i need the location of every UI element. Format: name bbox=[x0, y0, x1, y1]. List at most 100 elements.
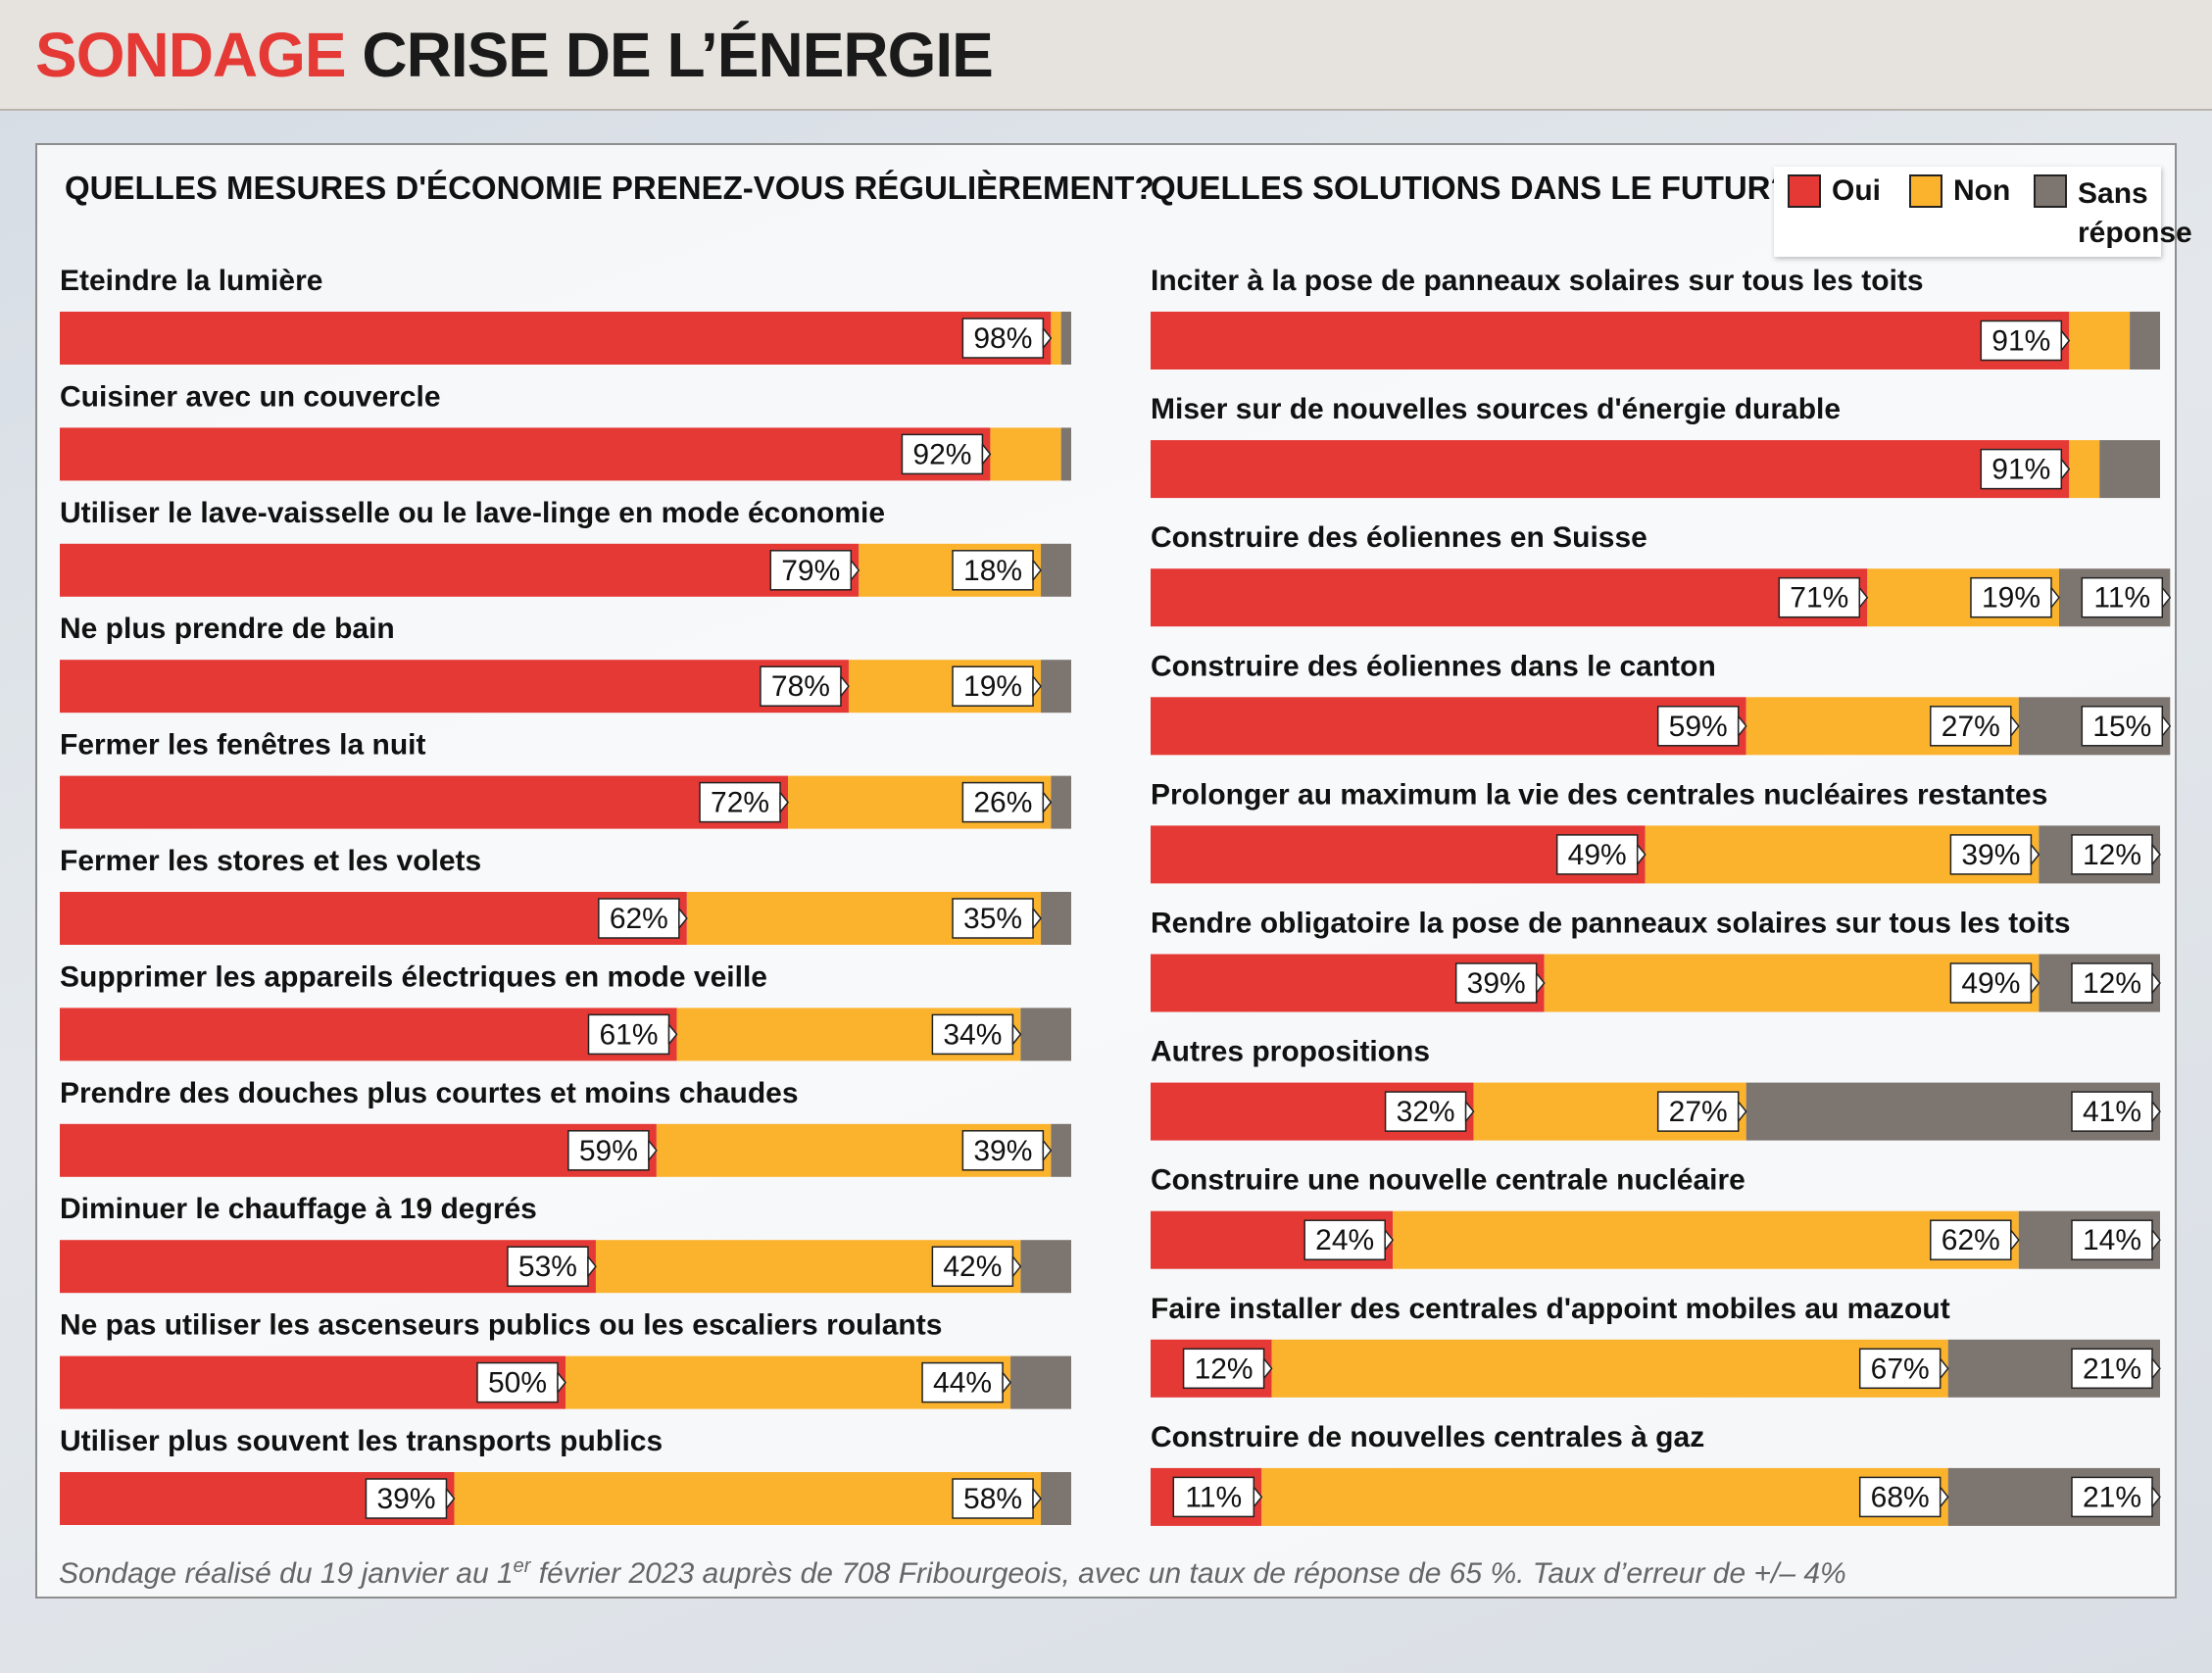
legend-swatch-oui bbox=[1788, 174, 1821, 208]
data-label-pointer bbox=[1858, 586, 1869, 609]
data-label-pointer bbox=[1535, 972, 1546, 994]
bar-category-label: Fermer les fenêtres la nuit bbox=[60, 729, 425, 762]
data-label-pointer bbox=[2030, 972, 2040, 994]
bar-segment-oui bbox=[1151, 697, 1746, 756]
data-label-sans-reponse: 21% bbox=[2083, 1353, 2141, 1385]
bar-category-label: Cuisiner avec un couvercle bbox=[60, 380, 441, 413]
title-accent: SONDAGE bbox=[35, 20, 347, 90]
data-label-non: 58% bbox=[963, 1483, 1022, 1515]
data-label-sans-reponse: 41% bbox=[2083, 1096, 2141, 1128]
data-label-box-non bbox=[1858, 1348, 1942, 1390]
bar-segment-sans-reponse bbox=[1051, 1123, 1071, 1177]
bar-segment-oui bbox=[60, 660, 849, 713]
data-label-pointer bbox=[779, 791, 789, 813]
bar-segment-oui bbox=[60, 427, 991, 481]
bar-category-label: Supprimer les appareils électriques en m… bbox=[60, 960, 767, 993]
data-label-pointer bbox=[1042, 327, 1053, 349]
data-label-non: 34% bbox=[943, 1018, 1002, 1051]
data-label-box-sans-reponse bbox=[2071, 834, 2153, 875]
data-label-box-oui bbox=[1384, 1091, 1467, 1132]
data-label-box-non bbox=[1930, 1219, 2012, 1260]
data-label-sans-reponse: 12% bbox=[2083, 839, 2141, 871]
data-label-pointer bbox=[1042, 1140, 1053, 1161]
legend-swatch-sans-reponse bbox=[2034, 174, 2067, 208]
bar-segment-non bbox=[1051, 312, 1061, 365]
bar-segment-sans-reponse bbox=[1041, 660, 1071, 713]
data-label-non: 67% bbox=[1871, 1353, 1930, 1385]
bar-segment-non bbox=[1271, 1339, 1948, 1398]
data-label-oui: 39% bbox=[1467, 967, 1526, 1000]
legend-label-non: Non bbox=[1953, 174, 2011, 207]
data-label-pointer bbox=[1464, 1101, 1475, 1122]
data-label-box-non bbox=[952, 1478, 1034, 1519]
data-label-oui: 39% bbox=[376, 1483, 435, 1515]
data-label-non: 68% bbox=[1871, 1481, 1930, 1513]
bar-category-label: Miser sur de nouvelles sources d'énergie… bbox=[1151, 393, 1841, 425]
data-label-pointer bbox=[981, 443, 992, 466]
data-label-pointer bbox=[557, 1371, 566, 1394]
data-label-pointer bbox=[1939, 1486, 1949, 1508]
data-label-pointer bbox=[1032, 908, 1042, 929]
title-main: CRISE DE L’ÉNERGIE bbox=[362, 20, 993, 90]
bar-segment-sans-reponse bbox=[1041, 892, 1071, 945]
data-label-oui: 79% bbox=[781, 555, 840, 587]
data-label-pointer bbox=[1032, 560, 1042, 581]
data-label-oui: 11% bbox=[1185, 1481, 1242, 1513]
data-label-box-oui bbox=[1172, 1476, 1255, 1518]
data-label-box-oui bbox=[961, 318, 1045, 359]
data-label-sans-reponse: 21% bbox=[2083, 1481, 2141, 1513]
bar-segment-sans-reponse bbox=[1020, 1240, 1071, 1294]
bar-segment-oui bbox=[60, 892, 687, 945]
data-label-pointer bbox=[2060, 458, 2071, 480]
data-label-non: 39% bbox=[1961, 839, 2020, 871]
data-label-box-non bbox=[1970, 576, 2052, 618]
bar-segment-non bbox=[2069, 440, 2100, 499]
data-label-oui: 72% bbox=[711, 787, 769, 819]
data-label-box-non bbox=[1949, 834, 2033, 875]
data-label-pointer bbox=[1253, 1486, 1263, 1508]
data-label-box-oui bbox=[1555, 834, 1639, 875]
data-label-box-oui bbox=[1303, 1219, 1386, 1260]
data-label-box-non bbox=[961, 1130, 1045, 1171]
data-label-pointer bbox=[840, 675, 850, 697]
data-label-pointer bbox=[445, 1488, 456, 1509]
data-label-sans-reponse: 12% bbox=[2083, 967, 2141, 1000]
data-label-box-non bbox=[952, 898, 1034, 939]
data-label-pointer bbox=[2151, 844, 2161, 865]
bar-segment-sans-reponse bbox=[1051, 775, 1071, 829]
data-label-sans-reponse: 14% bbox=[2083, 1224, 2141, 1256]
data-label-pointer bbox=[1262, 1357, 1273, 1380]
bar-segment-oui bbox=[60, 1123, 657, 1177]
data-label-non: 62% bbox=[1942, 1224, 2000, 1256]
data-label-box-oui bbox=[1980, 320, 2063, 362]
data-label-non: 26% bbox=[973, 787, 1032, 819]
data-label-oui: 59% bbox=[1669, 711, 1728, 743]
bar-segment-sans-reponse bbox=[1060, 427, 1071, 481]
bar-segment-non bbox=[990, 427, 1061, 481]
legend-label-oui: Oui bbox=[1832, 174, 1881, 207]
bar-category-label: Inciter à la pose de panneaux solaires s… bbox=[1151, 265, 1924, 297]
data-label-pointer bbox=[1011, 1023, 1022, 1046]
data-label-box-oui bbox=[507, 1246, 589, 1287]
bar-category-label: Rendre obligatoire la pose de panneaux s… bbox=[1151, 908, 2071, 940]
data-label-pointer bbox=[2050, 586, 2060, 609]
data-label-pointer bbox=[648, 1140, 658, 1161]
data-label-oui: 71% bbox=[1790, 582, 1848, 615]
data-label-pointer bbox=[850, 560, 860, 581]
data-label-box-sans-reponse bbox=[2071, 962, 2153, 1004]
data-label-pointer bbox=[1636, 844, 1647, 865]
bar-category-label: Autres propositions bbox=[1151, 1036, 1430, 1068]
data-label-box-oui bbox=[1980, 448, 2063, 490]
data-label-pointer bbox=[1737, 1101, 1747, 1122]
data-label-oui: 59% bbox=[579, 1135, 638, 1167]
data-label-oui: 12% bbox=[1195, 1353, 1253, 1385]
bar-category-label: Utiliser plus souvent les transports pub… bbox=[60, 1425, 663, 1457]
data-label-box-oui bbox=[365, 1478, 448, 1519]
data-label-non: 44% bbox=[933, 1367, 992, 1400]
bar-segment-sans-reponse bbox=[2099, 440, 2160, 499]
data-label-box-non bbox=[1949, 962, 2033, 1004]
data-label-non: 19% bbox=[963, 670, 1022, 703]
data-label-sans-reponse: 15% bbox=[2092, 711, 2151, 743]
data-label-box-non bbox=[1930, 706, 2012, 747]
